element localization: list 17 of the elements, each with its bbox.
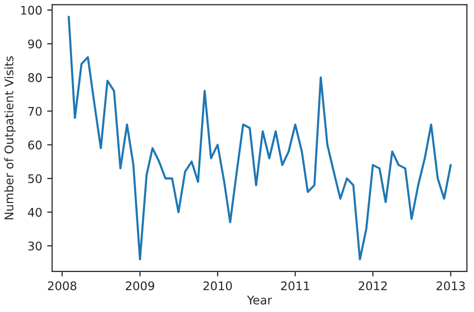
x-tick-label: 2009 [126, 281, 154, 290]
y-tick-label: 100 [21, 6, 42, 15]
y-tick-label: 40 [28, 208, 42, 217]
x-axis-title: Year [246, 296, 272, 305]
line-series [68, 16, 452, 260]
y-tick-label: 50 [28, 174, 42, 184]
y-tick-label: 70 [28, 106, 42, 116]
y-tick-label: 60 [28, 140, 42, 150]
x-tick-label: 2011 [281, 281, 310, 290]
x-tick-label: 2008 [48, 281, 76, 290]
x-tick-label: 2012 [358, 281, 387, 290]
y-tick-label: 90 [28, 39, 42, 48]
x-tick-label: 2010 [203, 281, 232, 290]
x-tick-label: 2013 [436, 281, 465, 290]
y-tick-label: 80 [28, 73, 42, 82]
y-axis-title: Number of Outpatient Visits [4, 56, 16, 220]
y-tick-label: 30 [28, 242, 42, 250]
